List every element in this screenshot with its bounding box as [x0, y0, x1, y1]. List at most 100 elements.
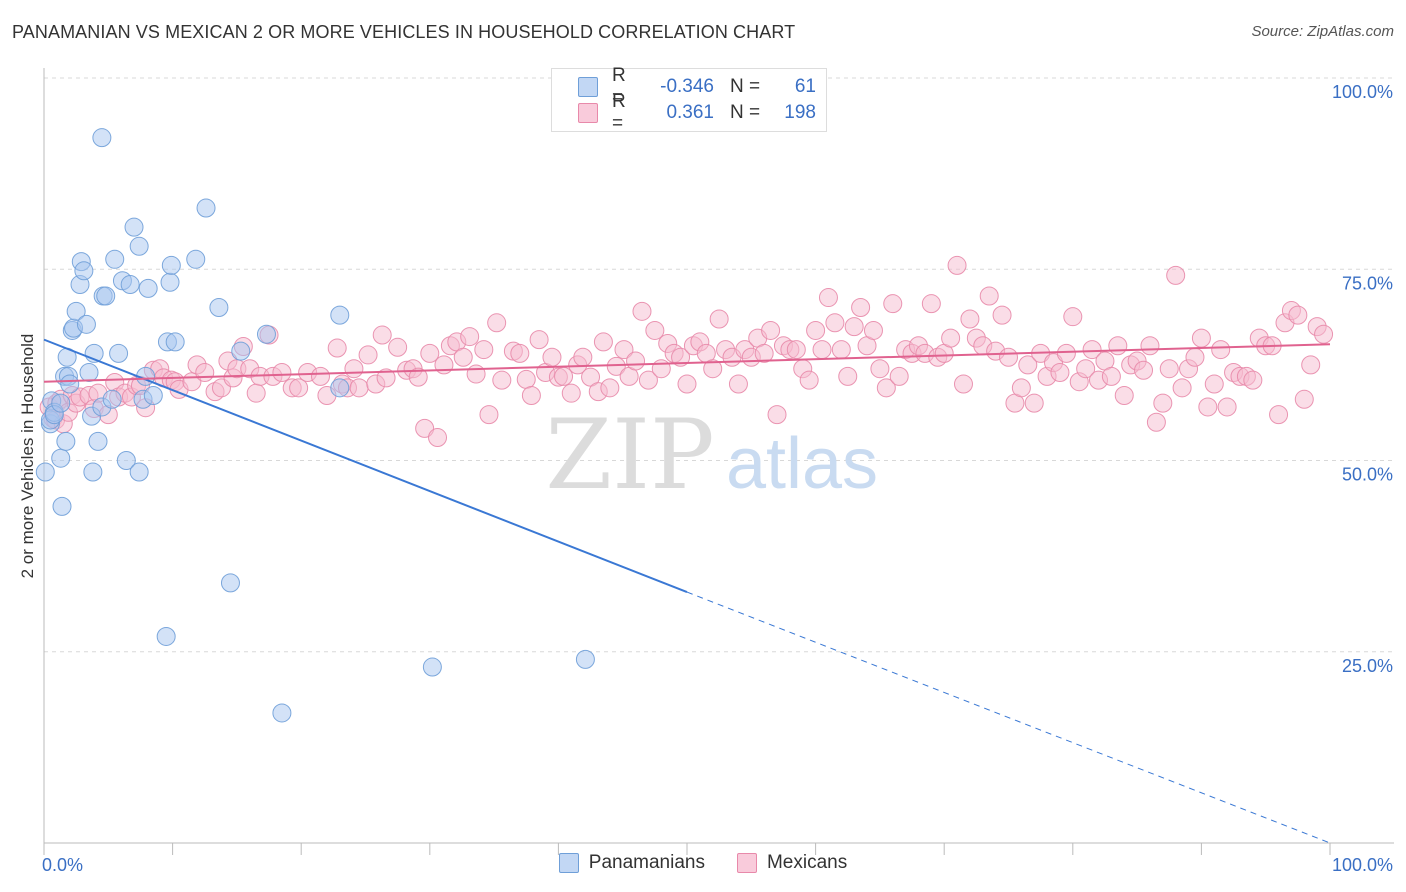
data-point — [422, 657, 442, 677]
data-point — [825, 313, 845, 333]
data-point — [195, 363, 215, 383]
data-point — [120, 275, 140, 295]
data-point — [851, 298, 871, 317]
legend-r-value: -0.346 — [660, 76, 714, 97]
data-point — [231, 341, 251, 361]
data-point — [806, 320, 826, 340]
data-point — [272, 703, 292, 723]
data-point — [466, 364, 486, 384]
trend-lines — [43, 338, 1331, 844]
panamanians-trend-extension — [686, 591, 1331, 844]
data-point — [671, 347, 691, 367]
y-tick-label: 75.0% — [1342, 273, 1393, 293]
data-point — [761, 320, 781, 340]
data-point — [1153, 393, 1173, 413]
data-point — [408, 367, 428, 387]
data-point — [344, 359, 364, 379]
legend-swatch-mexicans — [736, 853, 757, 873]
data-point — [1134, 360, 1154, 380]
chart-title: PANAMANIAN VS MEXICAN 2 OR MORE VEHICLES… — [12, 22, 796, 42]
data-point — [632, 301, 652, 321]
data-point — [979, 286, 999, 306]
data-point — [1024, 393, 1044, 413]
data-point — [479, 405, 499, 425]
legend-label-panamanians: Panamanians — [588, 852, 705, 873]
panamanians-trend-line — [43, 338, 688, 594]
data-point — [129, 236, 149, 256]
data-point — [1101, 366, 1121, 386]
data-point — [889, 366, 909, 386]
data-point — [56, 431, 76, 451]
data-point — [651, 359, 671, 379]
data-point — [1211, 340, 1231, 360]
data-point — [487, 313, 507, 333]
data-point — [256, 324, 276, 344]
data-point — [428, 428, 448, 448]
data-point — [165, 332, 185, 352]
data-point — [388, 337, 408, 357]
legend-item-mexicans[interactable]: Mexicans — [736, 852, 847, 874]
data-point — [124, 217, 144, 237]
data-point — [542, 347, 562, 367]
legend-swatch-pink — [578, 103, 598, 123]
data-point — [1146, 412, 1166, 432]
mexicans-trend-line — [43, 343, 1331, 383]
data-point — [831, 340, 851, 360]
data-point — [51, 448, 71, 468]
data-point — [109, 343, 129, 363]
data-point — [1011, 378, 1031, 398]
data-point — [1172, 378, 1192, 398]
data-point — [129, 462, 149, 482]
data-point — [521, 385, 541, 405]
data-point — [1082, 340, 1102, 360]
legend-swatch-blue — [578, 77, 598, 97]
data-point — [83, 462, 103, 482]
data-point — [999, 347, 1018, 367]
data-point — [1243, 370, 1263, 390]
data-point — [96, 286, 116, 306]
data-point — [575, 649, 595, 669]
legend-n-label: N = — [730, 76, 761, 97]
data-point — [870, 359, 890, 379]
data-point — [818, 288, 838, 308]
data-point — [330, 378, 350, 398]
axes — [43, 68, 1394, 855]
data-point — [1269, 405, 1289, 425]
data-point — [60, 374, 80, 394]
data-point — [1191, 328, 1211, 348]
data-point — [492, 370, 512, 390]
watermark-atlas: atlas — [726, 424, 878, 504]
data-point — [453, 347, 473, 367]
data-point — [921, 294, 941, 314]
data-point — [1198, 397, 1218, 417]
data-point — [960, 309, 980, 329]
legend-row-panamanians: R = -0.346 N = 61 — [552, 65, 816, 108]
data-point — [677, 374, 697, 394]
data-point — [88, 431, 108, 451]
legend-swatch-panamanians — [558, 853, 579, 873]
data-point — [1063, 307, 1083, 327]
legend-item-panamanians[interactable]: Panamanians — [558, 852, 705, 874]
data-point — [593, 332, 613, 352]
panamanians-points — [35, 128, 595, 723]
data-point — [138, 278, 158, 298]
legend-r-label: R = — [612, 65, 626, 108]
data-point — [1288, 305, 1308, 325]
data-point — [415, 418, 435, 438]
data-point — [272, 363, 292, 383]
data-point — [1050, 363, 1070, 383]
data-point — [52, 496, 72, 516]
data-point — [35, 462, 55, 482]
data-point — [645, 320, 665, 340]
data-point — [66, 301, 86, 321]
data-point — [626, 351, 646, 371]
tick-labels: 100.0% 75.0% 50.0% 25.0% 0.0% 100.0% — [42, 82, 1393, 875]
data-point — [876, 378, 896, 398]
data-point — [606, 356, 626, 376]
data-point — [614, 340, 634, 360]
y-tick-label: 50.0% — [1342, 465, 1393, 485]
data-point — [143, 385, 163, 405]
data-point — [844, 317, 864, 337]
x-tick-label: 0.0% — [42, 855, 83, 875]
data-point — [102, 389, 122, 409]
